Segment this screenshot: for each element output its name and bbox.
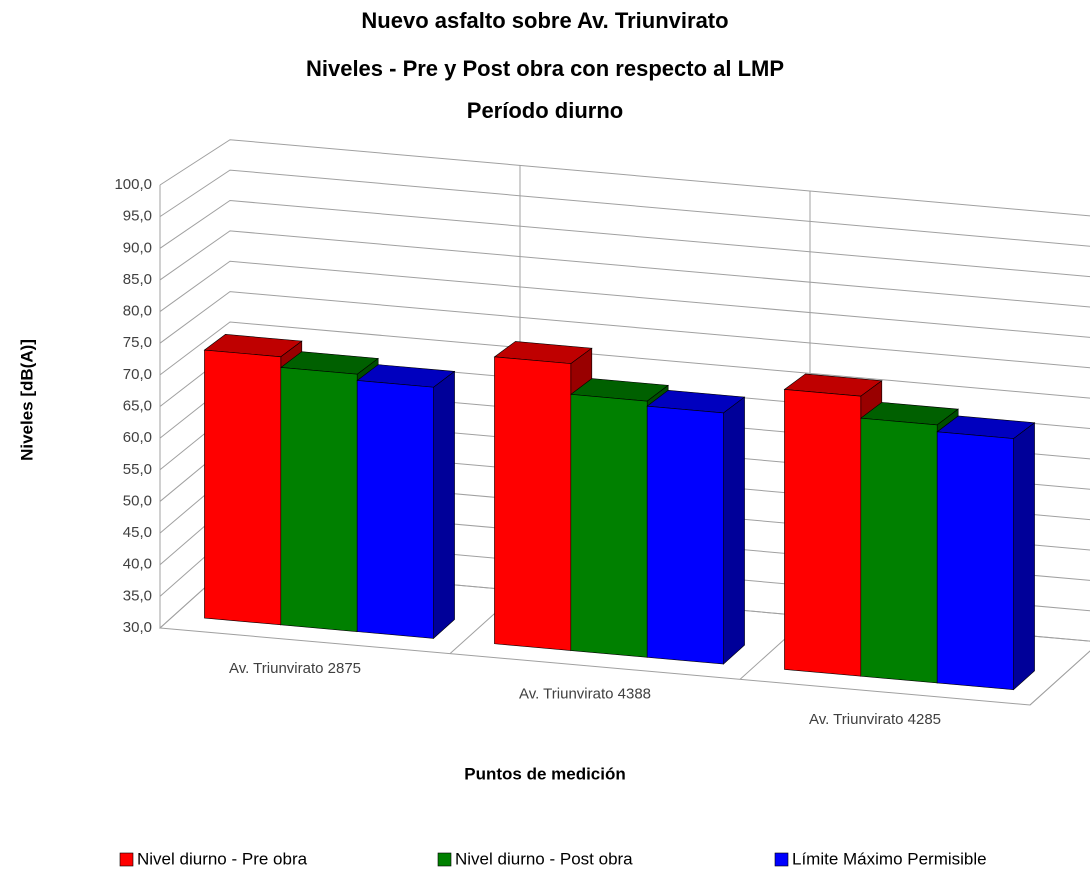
y-tick-label: 90,0 <box>123 239 152 256</box>
bar <box>356 380 434 639</box>
y-tick-label: 95,0 <box>123 208 152 225</box>
y-tick-label: 85,0 <box>123 271 152 288</box>
bar <box>646 405 724 665</box>
x-tick-label: Av. Triunvirato 2875 <box>229 660 361 677</box>
y-tick-label: 65,0 <box>123 397 152 414</box>
legend-swatch <box>437 852 452 867</box>
bar-side <box>1013 422 1035 691</box>
bar <box>936 431 1014 691</box>
legend-label: Nivel diurno - Post obra <box>455 849 633 868</box>
y-tick-label: 45,0 <box>123 524 152 541</box>
y-tick-label: 40,0 <box>123 556 152 573</box>
chart-title: Período diurno <box>467 98 623 123</box>
legend-swatch <box>119 852 134 867</box>
x-axis-label: Puntos de medición <box>464 764 626 783</box>
y-tick-label: 75,0 <box>123 334 152 351</box>
legend-label: Límite Máximo Permisible <box>792 849 987 868</box>
floor-divider <box>1029 650 1090 706</box>
bar-side <box>723 396 745 665</box>
x-tick-label: Av. Triunvirato 4388 <box>519 685 651 702</box>
legend-label: Nivel diurno - Pre obra <box>137 849 308 868</box>
y-tick-label: 35,0 <box>123 587 152 604</box>
y-tick-label: 80,0 <box>123 303 152 320</box>
y-tick-label: 70,0 <box>123 366 152 383</box>
y-tick-label: 55,0 <box>123 461 152 478</box>
chart-title: Niveles - Pre y Post obra con respecto a… <box>306 56 784 81</box>
bar <box>204 349 282 626</box>
bar <box>570 394 648 658</box>
y-axis-label: Niveles [dB(A)] <box>17 339 36 461</box>
bar <box>860 417 938 684</box>
y-tick-label: 100,0 <box>114 176 152 193</box>
bar <box>280 367 358 632</box>
bar <box>494 356 572 651</box>
y-tick-label: 30,0 <box>123 619 152 636</box>
chart-title: Nuevo asfalto sobre Av. Triunvirato <box>361 8 728 33</box>
y-tick-label: 50,0 <box>123 492 152 509</box>
legend-swatch <box>774 852 789 867</box>
x-tick-label: Av. Triunvirato 4285 <box>809 711 941 728</box>
bar <box>784 389 862 677</box>
bar-side <box>433 370 455 640</box>
y-tick-label: 60,0 <box>123 429 152 446</box>
